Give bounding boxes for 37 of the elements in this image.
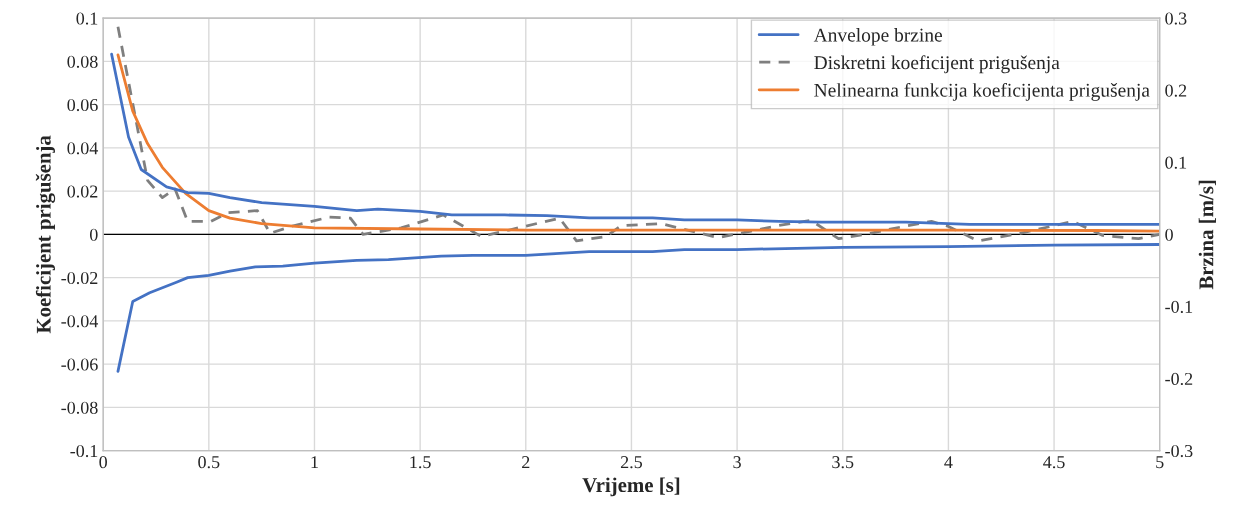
x-tick-label: 4: [944, 456, 953, 469]
y-tick-label: -0.08: [61, 401, 98, 414]
y-tick-label: 0.1: [76, 12, 98, 25]
y2-axis-title: Brzina [m/s]: [1198, 180, 1216, 290]
y2-tick-label: 0: [1165, 228, 1173, 241]
y-tick-label: -0.06: [61, 358, 98, 371]
y-tick-label: 0.02: [67, 185, 98, 198]
legend-label: Anvelope brzine: [813, 27, 943, 46]
y-tick-label: 0.04: [67, 142, 99, 155]
x-tick-label: 2.5: [620, 456, 643, 469]
x-tick-label: 3.5: [832, 456, 854, 469]
y-tick-label: -0.02: [61, 271, 98, 285]
legend-label: Diskretni koeficijent prigušenja: [814, 55, 1060, 74]
y2-tick-label: 0.2: [1165, 84, 1187, 97]
y-tick-label: -0.04: [61, 315, 99, 328]
y-tick-label: -0.1: [70, 444, 98, 458]
line-series: [116, 25, 1160, 243]
y-tick-label: 0: [89, 228, 98, 241]
x-tick-label: 0: [99, 456, 107, 469]
y2-tick-label: -0.1: [1165, 300, 1193, 313]
y2-tick-label: 0.3: [1165, 12, 1187, 25]
x-tick-label: 1: [311, 456, 318, 469]
x-axis-title: Vrijeme [s]: [582, 477, 680, 497]
line-series: [116, 243, 1160, 373]
y-tick-label: 0.08: [67, 55, 98, 68]
x-tick-label: 1.5: [410, 456, 431, 469]
legend-label: Nelinearna funkcija koeficijenta prigušenja: [814, 82, 1150, 101]
x-tick-label: 2: [522, 456, 530, 469]
x-tick-label: 0.5: [198, 456, 220, 469]
y-tick-label: 0.06: [67, 98, 98, 112]
y-axis-title: Koeficijent prigušenja: [35, 135, 56, 334]
y2-tick-label: 0.1: [1165, 156, 1187, 169]
y2-tick-label: -0.2: [1165, 372, 1193, 386]
x-tick-label: 5: [1156, 456, 1164, 469]
x-tick-label: 4.5: [1043, 456, 1065, 469]
y2-tick-label: -0.3: [1165, 444, 1193, 458]
x-tick-label: 3: [733, 456, 741, 469]
